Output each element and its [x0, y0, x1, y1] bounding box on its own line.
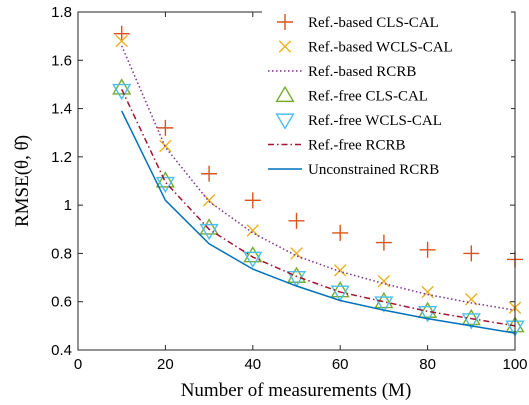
y-tick-label: 0.8: [51, 245, 72, 262]
legend-box: [262, 10, 511, 186]
x-tick-label: 40: [244, 356, 261, 373]
data-point: [243, 246, 263, 263]
x-tick-label: 80: [419, 356, 436, 373]
data-point: [461, 313, 481, 330]
data-point: [330, 281, 350, 298]
legend-label: Ref.-based WCLS-CAL: [308, 40, 453, 56]
data-point: [157, 119, 174, 136]
x-tick-label: 20: [157, 356, 174, 373]
data-point: [333, 264, 347, 277]
y-tick-label: 1: [64, 197, 72, 214]
legend-label: Ref.-based CLS-CAL: [308, 15, 439, 31]
legend-label: Ref.-free RCRB: [308, 138, 405, 154]
x-tick-label: 0: [74, 356, 82, 373]
data-point: [286, 270, 307, 288]
legend-entry: Ref.-free RCRB: [268, 138, 405, 154]
legend-label: Ref.-free WCLS-CAL: [308, 113, 442, 129]
data-point: [419, 241, 436, 258]
data-point: [417, 305, 438, 323]
y-tick-label: 0.4: [51, 342, 72, 359]
data-point: [201, 165, 218, 182]
x-axis-label: Number of measurements (M): [181, 380, 412, 401]
legend-entry: Unconstrained RCRB: [268, 162, 439, 178]
data-point: [155, 171, 176, 188]
data-point: [244, 192, 261, 209]
y-tick-label: 1.8: [51, 4, 72, 21]
legend-marker: [277, 14, 293, 30]
data-point: [112, 78, 132, 95]
legend-marker: [275, 113, 295, 130]
legend-entry: Ref.-based WCLS-CAL: [278, 40, 453, 56]
legend-label: Ref.-free CLS-CAL: [308, 89, 428, 105]
data-point: [332, 224, 349, 241]
data-point: [199, 218, 219, 235]
legend-layer: Ref.-based CLS-CAL Ref.-based WCLS-CAL Ref…: [262, 10, 511, 186]
legend-label: Unconstrained RCRB: [308, 162, 439, 178]
data-point: [375, 234, 392, 251]
legend-entry: Ref.-free WCLS-CAL: [275, 113, 442, 130]
legend-label: Ref.-based RCRB: [308, 64, 416, 80]
data-point: [288, 212, 305, 229]
y-axis-label: RMSE(θ, θ̂): [12, 135, 33, 227]
legend-entry: Ref.-free CLS-CAL: [275, 85, 428, 105]
legend-marker: [278, 40, 292, 53]
legend-entry: Ref.-based RCRB: [268, 64, 416, 80]
data-point: [463, 245, 480, 262]
series-6: [121, 110, 516, 334]
data-point: [290, 247, 303, 260]
data-point: [246, 224, 260, 237]
data-point: [155, 176, 176, 194]
series-line: [121, 110, 516, 334]
legend-marker: [275, 85, 295, 103]
x-tick-label: 60: [332, 356, 349, 373]
data-point: [115, 34, 128, 48]
data-point: [113, 25, 130, 42]
y-tick-label: 1.4: [51, 101, 72, 118]
series-line: [121, 45, 516, 311]
y-tick-label: 0.6: [51, 294, 72, 311]
data-point: [112, 83, 132, 101]
data-point: [243, 251, 263, 269]
data-point: [374, 296, 394, 313]
legend-entry: Ref.-based CLS-CAL: [277, 14, 439, 31]
series-2: [121, 45, 516, 311]
data-point: [377, 274, 391, 288]
y-tick-label: 1.6: [51, 52, 72, 69]
axes-layer: 0 20 40 60 80 100 0.4 0.6 0.8 1 1.2 1.4 1.6 1.8: [51, 4, 527, 373]
data-point: [330, 285, 350, 302]
y-tick-label: 1.2: [51, 149, 72, 166]
x-tick-label: 100: [502, 356, 527, 373]
data-point: [417, 301, 438, 318]
